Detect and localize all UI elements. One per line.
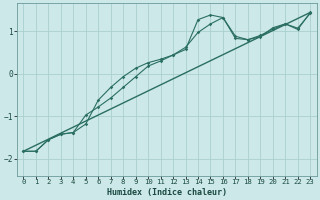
X-axis label: Humidex (Indice chaleur): Humidex (Indice chaleur) bbox=[107, 188, 227, 197]
